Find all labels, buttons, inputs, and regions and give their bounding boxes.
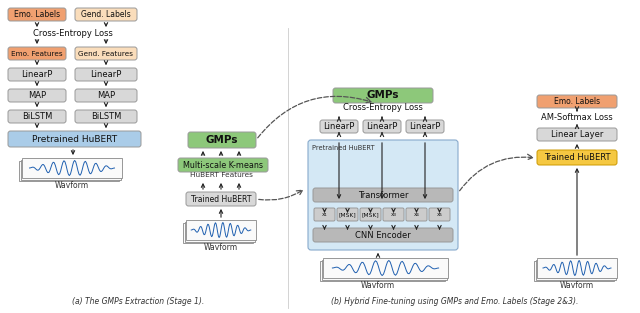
- Text: (a) The GMPs Extraction (Stage 1).: (a) The GMPs Extraction (Stage 1).: [72, 297, 204, 306]
- Text: Wavform: Wavform: [560, 281, 594, 290]
- FancyBboxPatch shape: [360, 208, 381, 221]
- Text: Wavform: Wavform: [55, 181, 89, 190]
- FancyBboxPatch shape: [75, 110, 137, 123]
- FancyBboxPatch shape: [314, 208, 335, 221]
- FancyBboxPatch shape: [537, 128, 617, 141]
- Text: LinearP: LinearP: [90, 70, 122, 79]
- Text: LinearP: LinearP: [323, 122, 355, 131]
- FancyBboxPatch shape: [320, 261, 445, 281]
- FancyBboxPatch shape: [8, 131, 141, 147]
- Text: Pretrained HuBERT: Pretrained HuBERT: [312, 145, 374, 151]
- Text: LinearP: LinearP: [21, 70, 52, 79]
- Text: x₃: x₃: [390, 212, 396, 217]
- Text: Gend. Features: Gend. Features: [79, 50, 134, 57]
- FancyBboxPatch shape: [363, 120, 401, 133]
- FancyBboxPatch shape: [22, 158, 122, 178]
- FancyBboxPatch shape: [8, 89, 66, 102]
- Text: x₄: x₄: [413, 212, 419, 217]
- FancyBboxPatch shape: [75, 47, 137, 60]
- FancyBboxPatch shape: [337, 208, 358, 221]
- Text: HuBERT Features: HuBERT Features: [189, 172, 252, 178]
- Text: Multi-scale K-means: Multi-scale K-means: [183, 161, 263, 170]
- FancyBboxPatch shape: [8, 47, 66, 60]
- FancyBboxPatch shape: [537, 95, 617, 108]
- FancyBboxPatch shape: [321, 259, 447, 280]
- FancyBboxPatch shape: [429, 208, 450, 221]
- FancyBboxPatch shape: [323, 258, 448, 278]
- Text: AM-Softmax Loss: AM-Softmax Loss: [541, 114, 613, 122]
- Text: Emo. Features: Emo. Features: [11, 50, 63, 57]
- Text: Wavform: Wavform: [361, 281, 395, 290]
- Text: LinearP: LinearP: [410, 122, 441, 131]
- Text: LinearP: LinearP: [366, 122, 397, 131]
- FancyBboxPatch shape: [8, 110, 66, 123]
- Text: Transformer: Transformer: [358, 191, 408, 199]
- FancyBboxPatch shape: [8, 8, 66, 21]
- Text: Trained HuBERT: Trained HuBERT: [544, 153, 611, 162]
- FancyBboxPatch shape: [20, 160, 120, 179]
- Text: Cross-Entropy Loss: Cross-Entropy Loss: [343, 104, 423, 112]
- FancyBboxPatch shape: [8, 68, 66, 81]
- Text: Pretrained HuBERT: Pretrained HuBERT: [32, 135, 117, 143]
- FancyBboxPatch shape: [186, 192, 256, 206]
- Text: GMPs: GMPs: [367, 90, 399, 100]
- FancyBboxPatch shape: [75, 89, 137, 102]
- FancyBboxPatch shape: [178, 158, 268, 172]
- FancyBboxPatch shape: [536, 259, 616, 280]
- Text: (b) Hybrid Fine-tuning using GMPs and Emo. Labels (Stage 2&3).: (b) Hybrid Fine-tuning using GMPs and Em…: [332, 297, 579, 306]
- Text: MAP: MAP: [97, 91, 115, 100]
- Text: BiLSTM: BiLSTM: [22, 112, 52, 121]
- Text: Gend. Labels: Gend. Labels: [81, 10, 131, 19]
- FancyBboxPatch shape: [406, 120, 444, 133]
- FancyBboxPatch shape: [19, 161, 119, 181]
- FancyBboxPatch shape: [186, 220, 256, 240]
- Text: Emo. Labels: Emo. Labels: [554, 97, 600, 106]
- Text: MAP: MAP: [28, 91, 46, 100]
- FancyBboxPatch shape: [308, 140, 458, 250]
- FancyBboxPatch shape: [75, 8, 137, 21]
- Text: Emo. Labels: Emo. Labels: [14, 10, 60, 19]
- FancyBboxPatch shape: [313, 188, 453, 202]
- Text: x₅: x₅: [436, 212, 442, 217]
- FancyBboxPatch shape: [537, 258, 617, 278]
- FancyBboxPatch shape: [188, 132, 256, 148]
- FancyBboxPatch shape: [333, 88, 433, 103]
- FancyBboxPatch shape: [313, 228, 453, 242]
- Text: x₁: x₁: [322, 212, 328, 217]
- Text: BiLSTM: BiLSTM: [91, 112, 121, 121]
- Text: Cross-Entropy Loss: Cross-Entropy Loss: [33, 28, 113, 38]
- Text: [MSK]: [MSK]: [362, 212, 380, 217]
- FancyBboxPatch shape: [537, 150, 617, 165]
- Text: Wavform: Wavform: [204, 243, 238, 252]
- Text: CNN Encoder: CNN Encoder: [355, 230, 411, 239]
- FancyBboxPatch shape: [184, 222, 255, 242]
- FancyBboxPatch shape: [320, 120, 358, 133]
- FancyBboxPatch shape: [183, 223, 253, 243]
- FancyBboxPatch shape: [75, 68, 137, 81]
- Text: GMPs: GMPs: [205, 135, 238, 145]
- Text: Trained HuBERT: Trained HuBERT: [191, 194, 252, 203]
- Text: [MSK]: [MSK]: [339, 212, 356, 217]
- FancyBboxPatch shape: [534, 261, 614, 281]
- FancyBboxPatch shape: [406, 208, 427, 221]
- FancyBboxPatch shape: [383, 208, 404, 221]
- Text: Linear Layer: Linear Layer: [551, 130, 603, 139]
